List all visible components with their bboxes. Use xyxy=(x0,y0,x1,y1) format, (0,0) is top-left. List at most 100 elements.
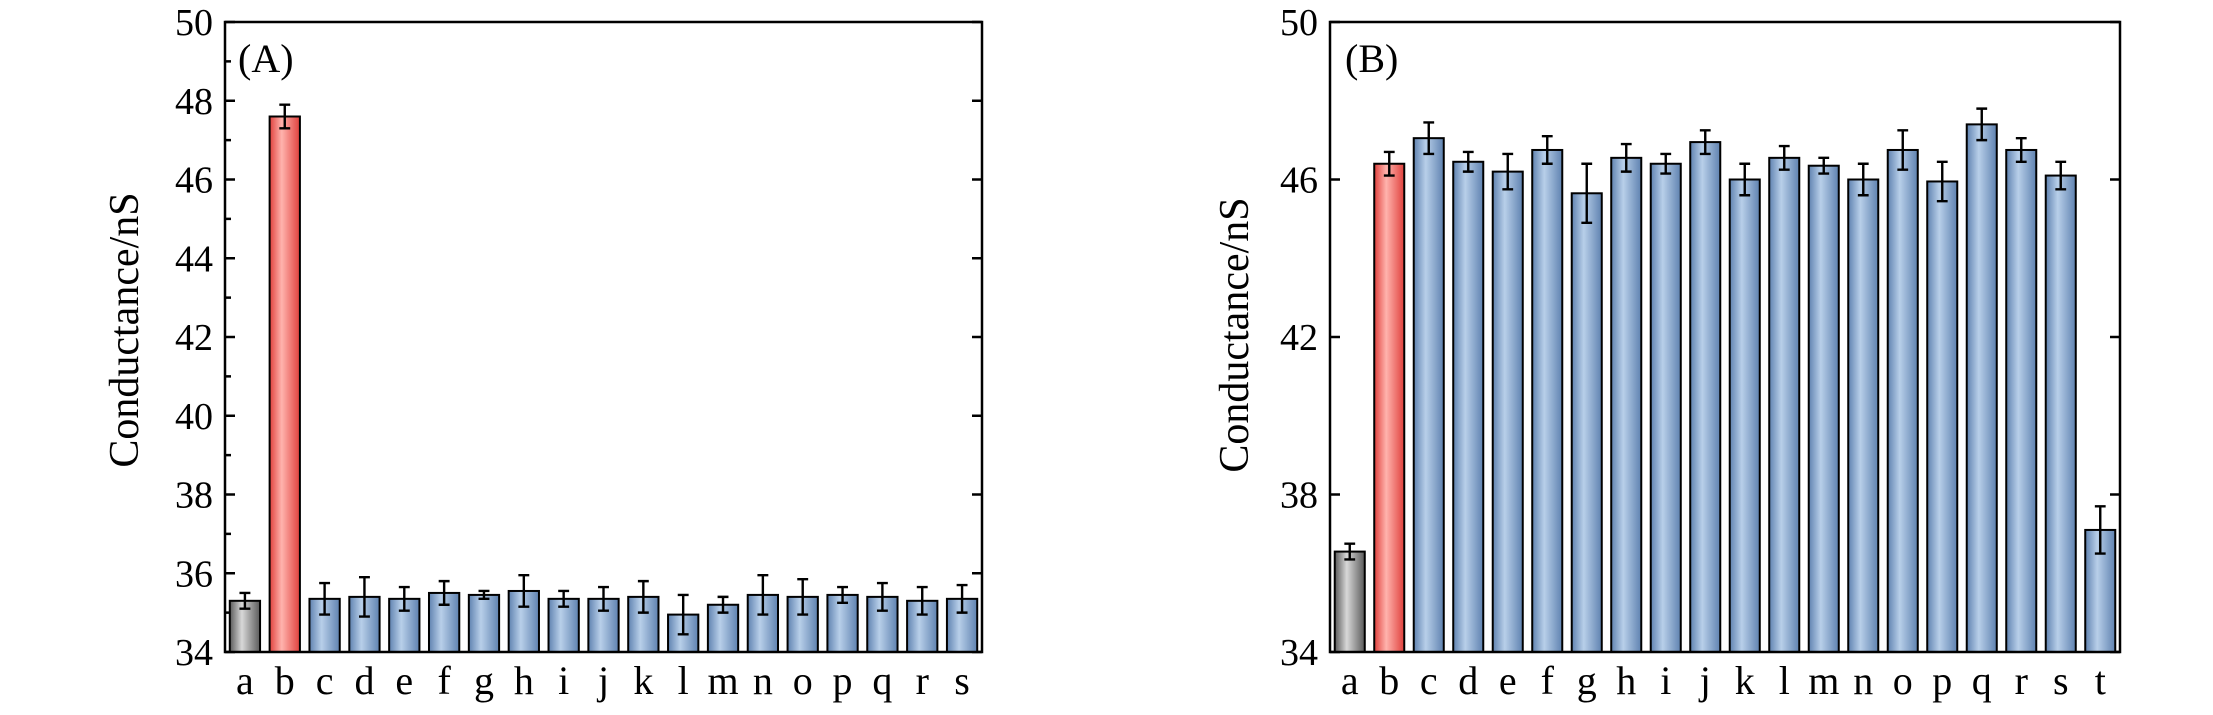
panel-b-bar-n xyxy=(1847,178,1880,653)
panel-a-x-tick-label-a: a xyxy=(236,658,254,703)
panel-a-y-axis-label: Conductance/nS xyxy=(102,192,148,467)
panel-b-error-bar-r xyxy=(2015,136,2027,163)
panel-a-y-tick-label: 40 xyxy=(175,396,213,438)
panel-b-y-tick-label: 34 xyxy=(1280,632,1318,674)
panel-a-axes-frame xyxy=(223,20,984,654)
panel-b-error-bar-o xyxy=(1897,129,1909,171)
panel-a-error-bar-c xyxy=(319,581,331,616)
panel-b-bar-l xyxy=(1768,156,1801,653)
panel-a-x-tick-label-k: k xyxy=(633,658,653,703)
panel-a-x-tick-label-o: o xyxy=(793,658,813,703)
panel-a-x-tick-label-n: n xyxy=(753,658,773,703)
panel-b-x-tick-label-l: l xyxy=(1779,658,1790,703)
panel-b-x-tick-label-m: m xyxy=(1808,658,1839,703)
panel-a-error-bar-l xyxy=(677,593,689,636)
panel-a-y-tick-label: 46 xyxy=(175,160,213,202)
panel-a-error-bar-s xyxy=(956,583,968,614)
panel-b-x-tick-label-o: o xyxy=(1893,658,1913,703)
panel-b-bar-r xyxy=(2005,148,2038,653)
panel-b-bar-d xyxy=(1452,160,1485,653)
chart-panel-b: (B) Conductance/nS 34 38 42 46 50 a b c d e f g h i j k… xyxy=(1212,2,2122,703)
panel-b-error-bar-b xyxy=(1383,150,1395,177)
panel-b-x-tick-label-q: q xyxy=(1972,658,1992,703)
panel-b-bar-h xyxy=(1610,156,1643,653)
panel-a-x-tick-label-b: b xyxy=(275,658,295,703)
panel-a-error-bar-f xyxy=(438,579,450,606)
panel-b-x-tick-label-s: s xyxy=(2053,658,2069,703)
panel-a-error-bar-b xyxy=(279,103,291,130)
panel-a-x-tick-label-p: p xyxy=(833,658,853,703)
panel-b-x-tick-label-h: h xyxy=(1616,658,1636,703)
panel-a-x-tick-label-e: e xyxy=(395,658,413,703)
panel-b-bar-q xyxy=(1965,123,1998,653)
panel-b-error-bar-h xyxy=(1620,142,1632,173)
panel-a-error-bar-r xyxy=(916,585,928,616)
panel-b-bar-f xyxy=(1531,148,1564,653)
panel-b-x-tick-label-k: k xyxy=(1735,658,1755,703)
panel-b-y-axis-label: Conductance/nS xyxy=(1212,197,1258,472)
panel-b-x-tick-label-e: e xyxy=(1499,658,1517,703)
panel-a-x-tick-label-h: h xyxy=(514,658,534,703)
panel-a-error-bar-o xyxy=(797,577,809,616)
panel-a-x-tick-label-j: j xyxy=(596,658,609,703)
chart-panel-a: (A) Conductance/nS 34 36 38 40 42 44 46 48 50 a b c… xyxy=(102,2,984,703)
panel-b-x-tick-label-f: f xyxy=(1541,658,1555,703)
panel-b-bar-g xyxy=(1570,192,1603,653)
panel-b-bar-m xyxy=(1807,164,1840,653)
panel-b-bar-e xyxy=(1491,170,1524,653)
panel-b-x-tick-label-g: g xyxy=(1577,658,1597,703)
panel-b-error-bar-f xyxy=(1541,134,1553,165)
panel-b-error-bar-i xyxy=(1660,152,1672,175)
panel-b-error-bar-d xyxy=(1462,150,1474,173)
panel-a-error-bar-g xyxy=(478,589,490,601)
panel-b-y-tick-label: 46 xyxy=(1280,160,1318,202)
panel-a-title: (A) xyxy=(238,36,294,81)
panel-a-bar-b xyxy=(268,115,301,653)
panel-b-error-bar-t xyxy=(2094,505,2106,555)
panel-b-error-bar-c xyxy=(1423,121,1435,156)
panel-a-error-bar-j xyxy=(598,585,609,612)
panel-a-error-bar-m xyxy=(717,595,729,614)
panel-a-x-tick-label-q: q xyxy=(872,658,892,703)
panel-b-title: (B) xyxy=(1345,36,1398,81)
panel-a-y-tick-label: 48 xyxy=(175,81,213,123)
panel-a-x-tick-label-f: f xyxy=(437,658,451,703)
panel-b-bar-k xyxy=(1728,178,1761,653)
panel-a-error-bar-a xyxy=(239,591,251,610)
panel-b-error-bar-q xyxy=(1976,107,1988,142)
panel-b-x-tick-label-n: n xyxy=(1853,658,1873,703)
panel-a-x-tick-label-m: m xyxy=(707,658,738,703)
panel-b-bar-o xyxy=(1886,148,1919,653)
panel-b-x-tick-label-b: b xyxy=(1379,658,1399,703)
panel-a-x-tick-label-r: r xyxy=(916,658,929,703)
panel-a-x-tick-label-i: i xyxy=(558,658,569,703)
panel-b-error-bar-j xyxy=(1699,129,1711,156)
panel-b-y-tick-label: 42 xyxy=(1280,317,1318,359)
panel-b-bar-j xyxy=(1689,141,1722,653)
panel-a-y-tick-label: 50 xyxy=(175,2,213,44)
panel-b-bar-i xyxy=(1649,162,1682,653)
panel-b-y-tick-label: 38 xyxy=(1280,475,1318,517)
panel-a-x-tick-label-c: c xyxy=(316,658,334,703)
panel-b-error-bar-e xyxy=(1502,152,1514,191)
panel-b-x-tick-label-p: p xyxy=(1932,658,1952,703)
panel-a-x-tick-label-s: s xyxy=(954,658,970,703)
panel-b-x-tick-label-a: a xyxy=(1341,658,1359,703)
panel-b-bar-b xyxy=(1373,162,1406,653)
panel-a-error-bar-h xyxy=(518,574,530,608)
panel-a-y-tick-label: 44 xyxy=(175,238,213,280)
panel-a-y-tick-label: 36 xyxy=(175,553,213,595)
panel-b-error-bar-l xyxy=(1778,144,1790,171)
panel-b-x-tick-label-d: d xyxy=(1458,658,1478,703)
panel-b-x-tick-label-i: i xyxy=(1660,658,1671,703)
panel-b-error-bar-k xyxy=(1739,162,1751,197)
panel-a-error-bar-q xyxy=(876,581,888,612)
panel-b-error-bar-g xyxy=(1581,162,1593,225)
panel-a-error-bar-d xyxy=(358,575,370,618)
panel-a-error-bar-n xyxy=(757,574,769,616)
panel-a-error-bar-e xyxy=(398,585,410,612)
panel-b-error-bar-a xyxy=(1344,542,1356,561)
panel-b-x-tick-label-r: r xyxy=(2015,658,2028,703)
panel-b-x-tick-label-j: j xyxy=(1698,658,1711,703)
